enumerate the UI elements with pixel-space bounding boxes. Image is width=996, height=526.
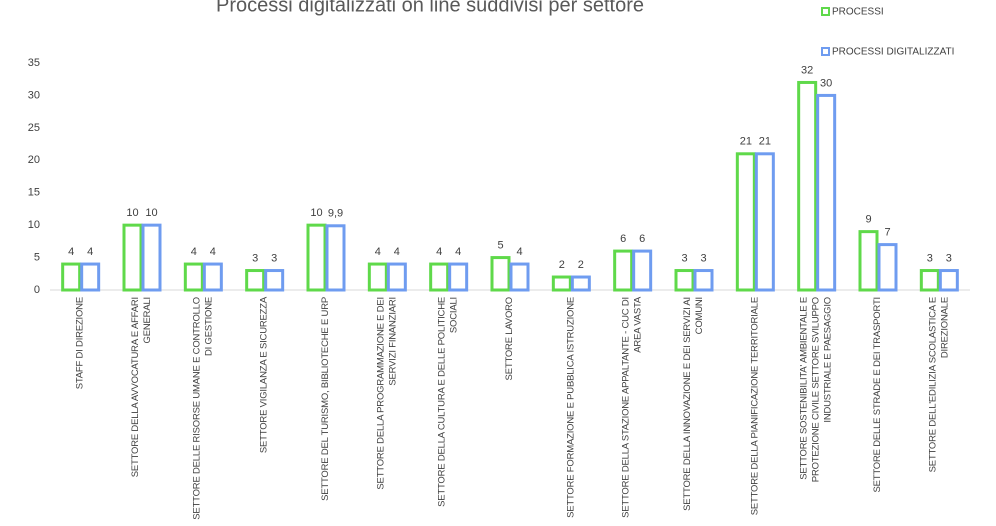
value-label: 32 — [801, 64, 813, 76]
x-tick-label: SETTORE DELLE RISORSE UMANE E CONTROLLO … — [191, 297, 215, 520]
value-label: 4 — [394, 246, 400, 258]
value-label: 9 — [865, 214, 871, 226]
y-tick-label: 15 — [28, 187, 40, 199]
value-label: 4 — [191, 246, 197, 258]
bar — [858, 230, 879, 292]
value-label: 3 — [271, 252, 277, 264]
bar — [938, 269, 959, 292]
x-tick-label: SETTORE VIGILANZA E SICUREZZA — [258, 297, 270, 454]
x-tick-label: SETTORE DELL'EDILIZIA SCOLASTICA E DIREZ… — [927, 297, 951, 473]
value-label: 4 — [455, 246, 461, 258]
x-tick-label: SETTORE DELLA CULTURA E DELLE POLITICHE … — [436, 297, 460, 507]
bar — [797, 80, 818, 292]
value-label: 30 — [820, 77, 832, 89]
bar — [919, 269, 940, 292]
value-label: 10 — [145, 207, 157, 219]
x-tick-label: SETTORE DELLA INNOVAZIONE E DEI SERVIZI … — [682, 297, 705, 511]
bar — [632, 249, 653, 292]
bar — [490, 256, 511, 292]
y-tick-label: 20 — [28, 154, 40, 166]
y-tick-label: 0 — [34, 284, 40, 296]
value-label: 3 — [252, 252, 258, 264]
x-tick-label: SETTORE DELLA AVVOCATURA E AFFARI GENERA… — [130, 297, 153, 478]
value-label: 2 — [559, 259, 565, 271]
value-label: 4 — [87, 246, 93, 258]
x-tick-label: SETTORE FORMAZIONE E PUBBLICA ISTRUZIONE — [565, 297, 577, 518]
value-label: 3 — [946, 252, 952, 264]
x-tick-label: SETTORE DELLA PROGRAMMAZIONE E DEI SERVI… — [375, 297, 399, 490]
bar — [735, 152, 756, 292]
y-tick-label: 35 — [28, 57, 40, 69]
bar — [877, 243, 898, 292]
legend-swatch — [821, 7, 830, 16]
value-label: 7 — [884, 227, 890, 239]
value-label: 4 — [210, 246, 216, 258]
bar — [816, 93, 837, 292]
bar — [61, 262, 82, 292]
value-label: 3 — [927, 252, 933, 264]
bar — [509, 262, 530, 292]
x-tick-label: SETTORE SOSTENIBILITA' AMBIENTALE E PROT… — [798, 297, 834, 483]
value-label: 4 — [516, 246, 522, 258]
y-tick-label: 25 — [28, 122, 40, 134]
value-label: 6 — [639, 233, 645, 245]
bar — [693, 269, 714, 292]
value-label: 10 — [310, 207, 322, 219]
bar — [141, 223, 162, 292]
bar — [367, 262, 388, 292]
x-tick-label: SETTORE DEL TURISMO, BIBLIOTECHE E URP — [320, 297, 331, 501]
x-tick-label: SETTORE DELLE STRADE E DEI TRASPORTI — [872, 297, 883, 493]
value-label: 10 — [126, 207, 138, 219]
value-label: 21 — [740, 136, 752, 148]
x-tick-label: SETTORE DELLA STAZIONE APPALTANTE - CUC … — [620, 297, 644, 518]
x-tick-label: SETTORE DELLA PIANIFICAZIONE TERRITORIAL… — [749, 297, 761, 516]
bar — [202, 262, 223, 292]
x-tick-label: SETTORE LAVORO — [504, 297, 515, 381]
value-label: 6 — [620, 233, 626, 245]
bar — [245, 269, 266, 292]
bar — [429, 262, 450, 292]
x-tick-label: STAFF DI DIREZIONE — [74, 297, 86, 390]
bar — [613, 249, 634, 292]
legend-label: PROCESSI — [832, 7, 884, 18]
bar — [325, 224, 346, 292]
bar — [264, 269, 285, 292]
y-tick-label: 30 — [28, 89, 40, 101]
bar — [448, 262, 469, 292]
legend-label: PROCESSI DIGITALIZZATI — [832, 47, 954, 58]
bar — [386, 262, 407, 292]
bar — [674, 269, 695, 292]
value-label: 5 — [497, 239, 503, 251]
value-label: 3 — [681, 252, 687, 264]
y-tick-label: 10 — [28, 219, 40, 231]
value-label: 4 — [436, 246, 442, 258]
bar — [183, 262, 204, 292]
chart-title: Processi digitalizzati on line suddivisi… — [216, 0, 644, 16]
value-label: 2 — [578, 259, 584, 271]
bar — [306, 223, 327, 292]
bar — [754, 152, 775, 292]
value-label: 4 — [68, 246, 74, 258]
value-label: 4 — [375, 246, 381, 258]
value-label: 21 — [759, 136, 771, 148]
y-tick-label: 5 — [34, 251, 40, 263]
bar — [80, 262, 101, 292]
bar — [551, 275, 572, 292]
legend-swatch — [821, 47, 830, 56]
bar — [122, 223, 143, 292]
value-label: 3 — [700, 252, 706, 264]
bar — [570, 275, 591, 292]
value-label: 9,9 — [328, 208, 343, 220]
